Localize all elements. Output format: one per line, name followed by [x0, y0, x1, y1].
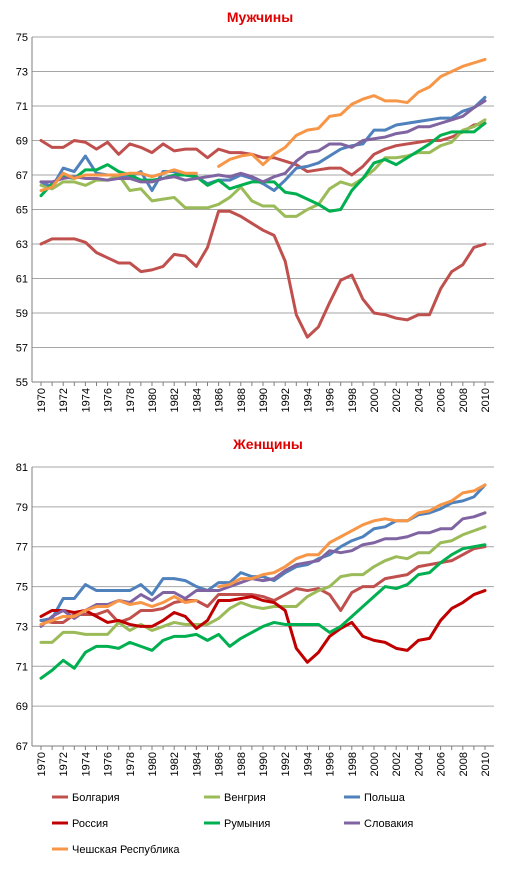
women-x-tick-label: 2010 [480, 752, 492, 776]
men-y-tick-label: 61 [16, 274, 28, 286]
legend-label-0: Болгария [72, 792, 120, 804]
men-x-tick-label: 2004 [413, 388, 425, 412]
women-y-tick-label: 69 [16, 701, 28, 713]
men-x-tick-label: 1986 [214, 388, 226, 412]
men-x-tick-label: 1984 [191, 388, 203, 412]
women-y-tick-label: 67 [16, 741, 28, 753]
men-x-tick-label: 1996 [325, 388, 337, 412]
women-x-tick-label: 2004 [413, 752, 425, 776]
men-x-tick-label: 2008 [458, 388, 470, 412]
women-x-tick-label: 1986 [214, 752, 226, 776]
men-x-tick-label: 1972 [58, 388, 70, 412]
women-chart-title: Женщины [232, 436, 303, 452]
legend-label-5: Словакия [364, 818, 413, 830]
women-x-tick-label: 1974 [80, 752, 92, 776]
men-series [39, 57, 487, 339]
women-x-tick-label: 1976 [103, 752, 115, 776]
women-y-tick-label: 79 [16, 502, 28, 514]
men-y-tick-label: 67 [16, 170, 28, 182]
men-y-tick-label: 55 [16, 377, 28, 389]
men-x-tick-label: 1988 [236, 388, 248, 412]
men-y-tick-label: 69 [16, 136, 28, 148]
legend-label-4: Румыния [224, 818, 270, 830]
women-x-tick-label: 2006 [436, 752, 448, 776]
men-x-tick-label: 2010 [480, 388, 492, 412]
legend-label-3: Россия [72, 818, 108, 830]
men-x-tick-label: 1998 [347, 388, 359, 412]
men-x-tick-label: 1990 [258, 388, 270, 412]
women-x-tick-label: 1990 [258, 752, 270, 776]
women-chart: Женщины 67 69 71 73 75 77 79 81 1970 1972 1974 1976… [16, 436, 494, 776]
women-x-tick-label: 1984 [191, 752, 203, 776]
men-series-line-6 [39, 57, 487, 193]
men-x-tick-label: 1974 [80, 388, 92, 412]
women-series-line-4 [39, 543, 487, 680]
women-x-tick-label: 1992 [280, 752, 292, 776]
women-y-tick-label: 77 [16, 542, 28, 554]
women-y-tick-label: 73 [16, 621, 28, 633]
men-y-tick-label: 59 [16, 308, 28, 320]
women-y-tick-label: 71 [16, 661, 28, 673]
men-x-tick-label: 1994 [302, 388, 314, 412]
women-x-tick-label: 1978 [125, 752, 137, 776]
men-x-tick-label: 1970 [36, 388, 48, 412]
legend-label-1: Венгрия [224, 792, 266, 804]
men-x-tick-label: 1980 [147, 388, 159, 412]
women-x-tick-label: 1982 [169, 752, 181, 776]
women-x-tick-label: 1988 [236, 752, 248, 776]
men-series-line-0 [39, 121, 487, 177]
men-chart-title: Мужчины [227, 9, 293, 25]
men-x-tick-label: 2000 [369, 388, 381, 412]
women-series-line-1 [39, 525, 487, 644]
women-y-tick-label: 81 [16, 462, 28, 474]
men-x-tick-label: 1982 [169, 388, 181, 412]
men-chart: Мужчины 55 57 59 61 63 65 67 69 71 73 75 1970 1972 19… [16, 9, 494, 412]
men-y-tick-label: 65 [16, 205, 28, 217]
men-y-tick-label: 71 [16, 101, 28, 113]
women-x-tick-label: 2000 [369, 752, 381, 776]
men-series-line-5 [39, 99, 487, 184]
women-x-tick-label: 2008 [458, 752, 470, 776]
men-y-tick-label: 75 [16, 32, 28, 44]
women-x-tick-label: 1972 [58, 752, 70, 776]
women-y-tick-label: 75 [16, 582, 28, 594]
women-axes: 67 69 71 73 75 77 79 81 1970 1972 1974 1976 1978 1980… [16, 462, 494, 776]
women-x-tick-label: 1994 [302, 752, 314, 776]
men-x-tick-label: 2006 [436, 388, 448, 412]
women-series-line-3 [39, 589, 487, 664]
men-x-tick-label: 1992 [280, 388, 292, 412]
men-x-tick-label: 2002 [391, 388, 403, 412]
men-series-line-3 [39, 209, 487, 339]
men-axes: 55 57 59 61 63 65 67 69 71 73 75 1970 1972 1974 1976 19… [16, 32, 494, 412]
women-x-tick-label: 1980 [147, 752, 159, 776]
men-y-tick-label: 73 [16, 67, 28, 79]
women-x-tick-label: 1970 [36, 752, 48, 776]
women-series-line-6 [39, 483, 487, 626]
legend-label-2: Польша [364, 792, 406, 804]
women-series-line-0 [39, 545, 487, 624]
men-y-tick-label: 57 [16, 343, 28, 355]
women-x-tick-label: 1998 [347, 752, 359, 776]
legend-label-6: Чешская Республика [72, 844, 180, 856]
women-series [39, 483, 487, 680]
men-x-tick-label: 1978 [125, 388, 137, 412]
women-x-tick-label: 2002 [391, 752, 403, 776]
men-y-tick-label: 63 [16, 239, 28, 251]
men-x-tick-label: 1976 [103, 388, 115, 412]
women-x-tick-label: 1996 [325, 752, 337, 776]
women-grid [32, 466, 494, 747]
legend: Болгария Венгрия Польша Россия Румыния Словак… [52, 792, 413, 856]
